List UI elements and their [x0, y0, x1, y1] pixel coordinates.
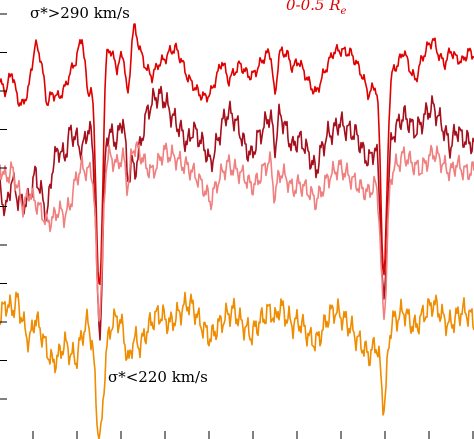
label-high-sigma: σ*>290 km/s [30, 4, 130, 22]
spectrum-series-2 [0, 85, 474, 341]
spectrum-series-3 [0, 141, 474, 322]
radius-subscript: e [341, 6, 347, 17]
series-layer [0, 23, 474, 439]
label-low-sigma: σ*<220 km/s [108, 368, 208, 386]
label-radius-range: 0-0.5 Re [286, 0, 347, 17]
radius-main: 0-0.5 R [286, 0, 341, 14]
spectrum-series-4 [0, 291, 474, 439]
spectrum-series-1 [0, 23, 474, 286]
tick-layer [0, 13, 474, 439]
